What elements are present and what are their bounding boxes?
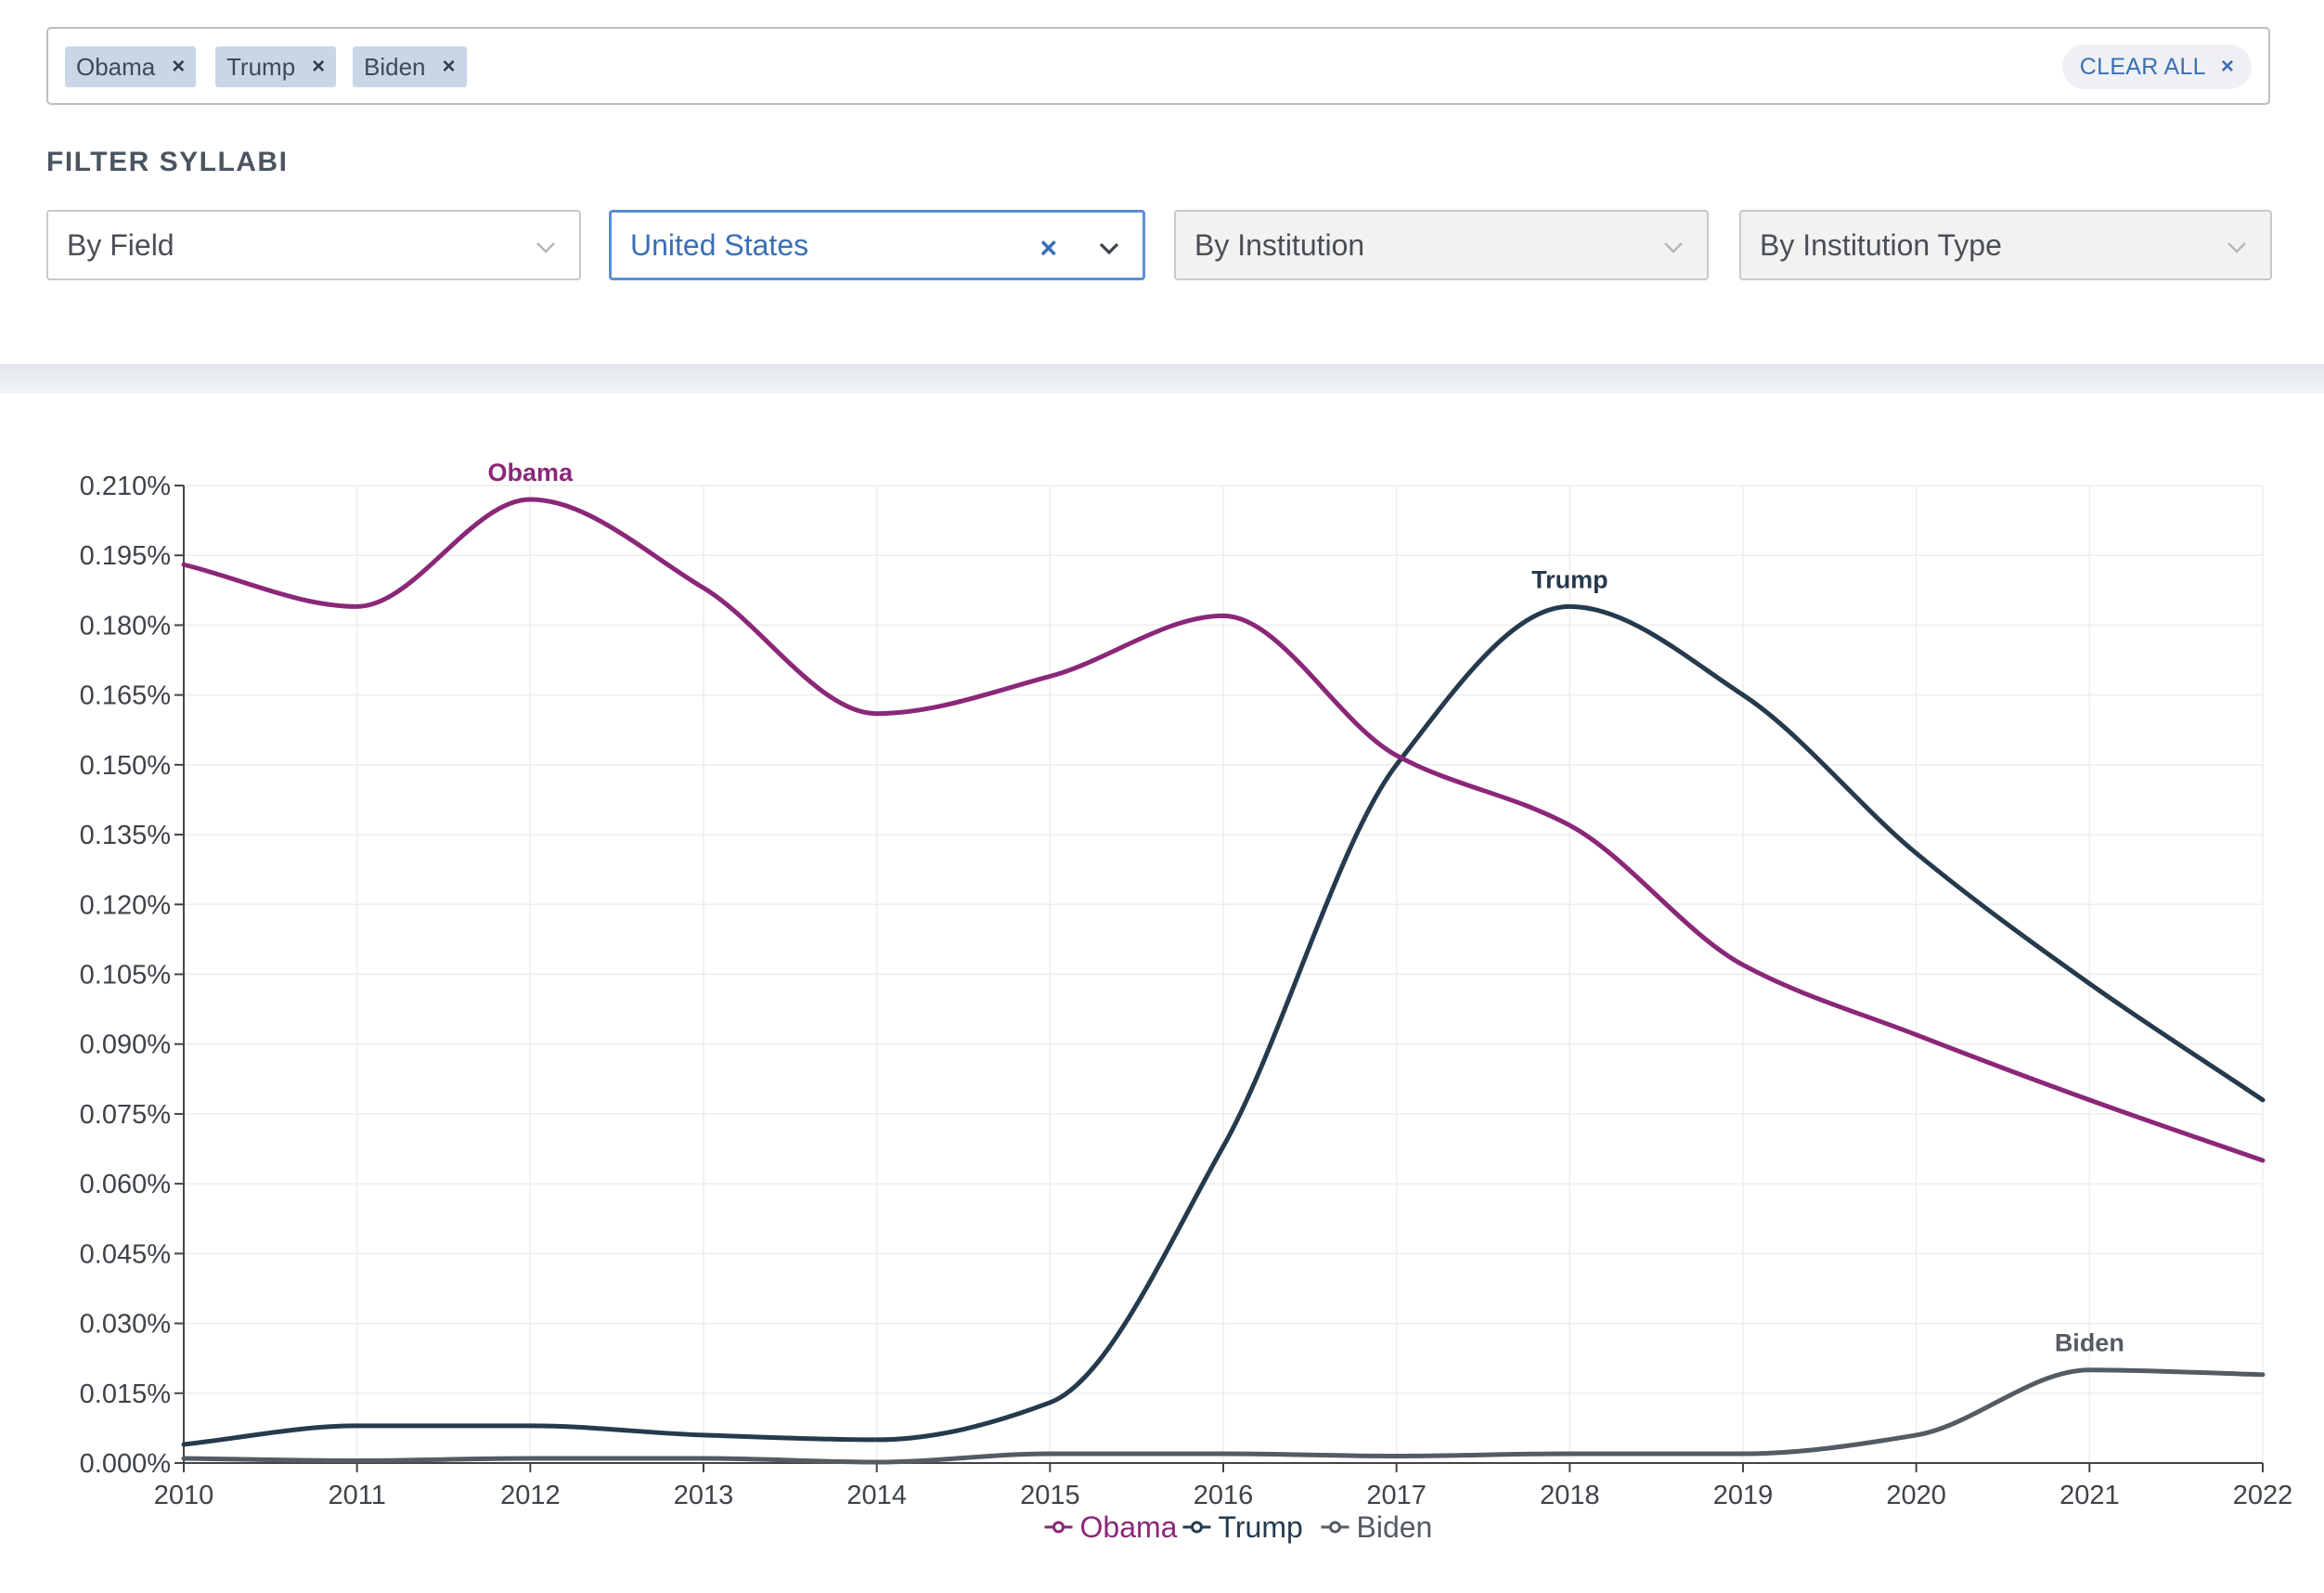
y-tick-label: 0.060% [80,1170,171,1199]
dropdown-label: United States [630,227,809,262]
legend-label-biden: Biden [1357,1510,1433,1544]
series-label-obama: Obama [488,459,575,486]
institution-type-dropdown[interactable]: By Institution Type [1739,210,2272,280]
x-tick-label: 2013 [674,1481,734,1510]
clear-all-button[interactable]: CLEAR ALL × [2062,45,2252,89]
series-labels: Obama Trump Biden [488,459,2124,1357]
y-tick-label: 0.195% [80,541,171,571]
y-tick-label: 0.105% [80,961,171,991]
tag-label: Trump [226,52,296,81]
dropdown-label: By Institution [1194,227,1365,262]
country-dropdown[interactable]: United States × [609,210,1145,280]
legend-marker-trump [1191,1521,1203,1534]
y-tick-label: 0.210% [80,472,171,501]
series-line-trump [181,603,2266,1447]
y-tick-label: 0.090% [80,1030,171,1060]
legend-label-obama: Obama [1080,1510,1178,1544]
x-tick-label: 2022 [2233,1481,2293,1510]
chevron-down-icon [1099,242,1119,255]
legend[interactable]: Obama Trump Biden [1044,1510,1433,1544]
field-dropdown[interactable]: By Field [46,210,581,280]
tag-trump: Trump × [215,46,337,87]
axes: 0.000% 0.015% 0.030% 0.045% 0.060% 0.075% 0.09… [80,472,2293,1510]
x-tick-label: 2020 [1886,1481,1946,1510]
tag-biden: Biden × [353,46,467,87]
clear-all-label: CLEAR ALL [2079,53,2206,80]
grid-lines [184,485,2264,1463]
selected-terms-box[interactable]: Obama × Trump × Biden × CLEAR ALL × [46,27,2270,105]
y-tick-label: 0.015% [80,1379,171,1409]
remove-tag-icon[interactable]: × [312,54,326,79]
y-tick-label: 0.045% [80,1239,171,1269]
filter-panel: Obama × Trump × Biden × CLEAR ALL × FILT… [0,0,2324,364]
line-chart: 0.000% 0.015% 0.030% 0.045% 0.060% 0.075% 0.09… [80,459,2293,1544]
series-label-biden: Biden [2055,1329,2124,1357]
x-tick-label: 2011 [328,1481,385,1510]
x-tick-label: 2017 [1366,1481,1427,1510]
x-tick-label: 2014 [846,1481,907,1510]
tag-label: Biden [364,52,426,81]
y-tick-label: 0.165% [80,681,171,711]
y-tick-label: 0.075% [80,1100,171,1130]
x-tick-label: 2015 [1020,1481,1080,1510]
legend-label-trump: Trump [1219,1510,1303,1544]
tag-obama: Obama × [65,46,197,87]
remove-tag-icon[interactable]: × [172,54,186,79]
y-tick-label: 0.000% [80,1449,171,1479]
x-tick-label: 2021 [2059,1481,2120,1510]
clear-selection-icon[interactable]: × [1039,231,1057,265]
series-label-trump: Trump [1531,565,1608,593]
tag-label: Obama [76,52,156,81]
series-line-obama [181,497,2266,1163]
series-lines [181,497,2266,1465]
chevron-down-icon [2227,242,2246,253]
chevron-down-icon [536,242,555,253]
filter-title: FILTER SYLLABI [46,147,289,177]
y-tick-label: 0.030% [80,1310,171,1340]
x-tick-label: 2019 [1713,1481,1774,1510]
remove-tag-icon[interactable]: × [442,54,456,79]
series-line-biden [181,1367,2266,1465]
dropdown-label: By Institution Type [1760,227,2002,262]
x-tick-label: 2016 [1194,1481,1254,1510]
x-tick-label: 2012 [500,1481,561,1510]
y-tick-label: 0.150% [80,751,171,781]
x-tick-label: 2010 [154,1481,214,1510]
x-tick-label: 2018 [1540,1481,1600,1510]
institution-dropdown[interactable]: By Institution [1174,210,1709,280]
y-tick-label: 0.180% [80,611,171,641]
dropdown-label: By Field [67,227,174,262]
panel-divider [0,364,2324,394]
y-tick-label: 0.135% [80,821,171,850]
legend-marker-obama [1052,1521,1065,1534]
chevron-down-icon [1664,242,1683,253]
y-tick-label: 0.120% [80,890,171,920]
legend-marker-biden [1329,1521,1341,1534]
close-icon: × [2220,54,2235,79]
